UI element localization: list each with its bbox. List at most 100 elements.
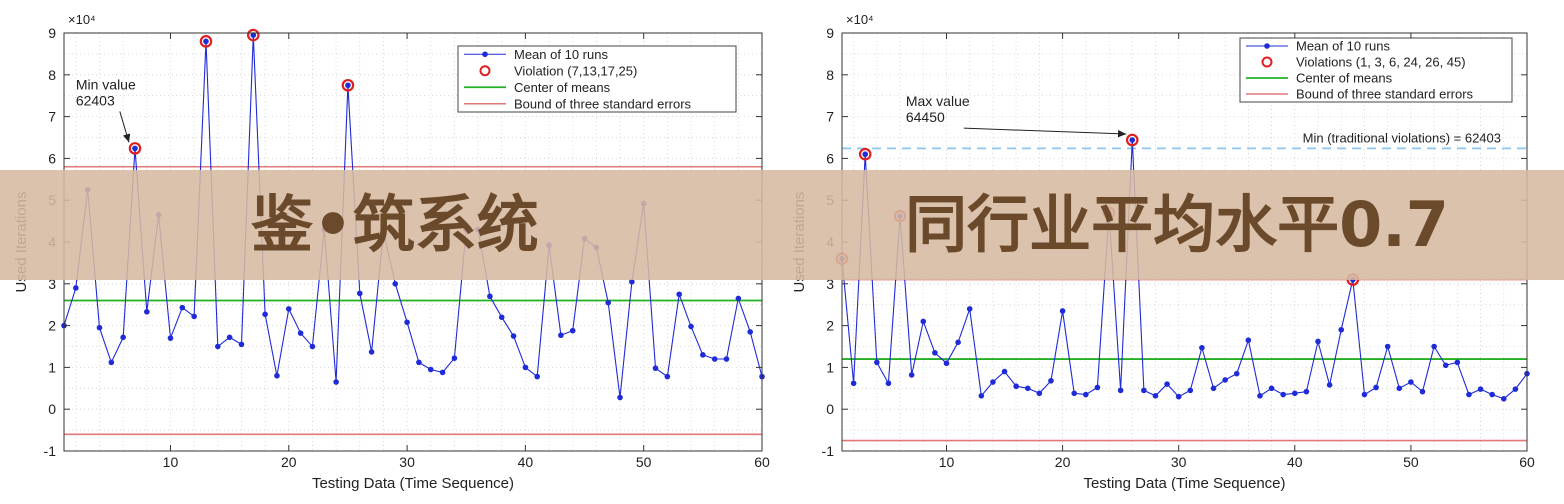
x-tick-label: 10: [939, 454, 955, 470]
legend-entry: Violations (1, 3, 6, 24, 26, 45): [1296, 55, 1466, 70]
y-tick-label: 2: [48, 318, 56, 334]
legend-swatch-marker: [1264, 43, 1270, 49]
data-point: [297, 330, 304, 336]
data-point: [1152, 393, 1159, 399]
data-point: [108, 359, 115, 366]
y-tick-label: 3: [48, 276, 56, 292]
data-point: [522, 364, 529, 371]
data-point: [451, 355, 458, 362]
data-point: [250, 32, 257, 38]
data-point: [416, 359, 422, 366]
data-point: [238, 341, 245, 348]
data-point: [943, 360, 950, 367]
data-point: [1466, 391, 1472, 398]
data-point: [966, 306, 973, 312]
annotation-text: 62403: [76, 92, 115, 108]
y-tick-label: 9: [826, 25, 834, 41]
violation-circle: [1125, 133, 1139, 147]
right-overlay-banner: [790, 170, 1564, 280]
y-tick-label: 7: [48, 109, 56, 125]
data-point: [1059, 308, 1066, 314]
data-point: [404, 319, 410, 326]
data-point: [723, 356, 730, 362]
y-tick-label: 2: [826, 318, 834, 334]
data-point: [1373, 384, 1379, 391]
data-point: [368, 349, 375, 355]
data-point: [534, 373, 541, 380]
data-point: [120, 334, 126, 341]
y-tick-label: 1: [826, 359, 834, 375]
data-point: [1477, 386, 1484, 392]
legend-entry: Bound of three standard errors: [514, 96, 692, 111]
data-point: [1303, 388, 1310, 395]
data-point: [274, 372, 280, 379]
data-point: [978, 393, 985, 399]
data-point: [605, 299, 612, 306]
data-point: [700, 352, 706, 358]
data-point: [1036, 390, 1043, 397]
annotation-arrow-head: [1117, 130, 1127, 138]
data-point: [629, 278, 635, 285]
data-point: [874, 359, 880, 366]
y-tick-label: 8: [48, 67, 56, 83]
data-point: [862, 151, 869, 158]
data-point: [214, 343, 221, 350]
data-point: [1129, 137, 1136, 143]
data-point: [688, 323, 694, 330]
violation-circle: [858, 147, 872, 161]
y-tick-label: 6: [826, 150, 834, 166]
data-point: [932, 349, 938, 356]
data-point: [1512, 386, 1519, 392]
y-tick-label: -1: [822, 443, 835, 459]
annotation-arrow-line: [963, 127, 1127, 135]
data-point: [487, 293, 493, 300]
data-point: [1083, 391, 1089, 398]
y-tick-label: 0: [48, 401, 56, 417]
legend-entry: Bound of three standard errors: [1296, 87, 1474, 102]
data-point: [1454, 359, 1461, 366]
data-point: [664, 373, 671, 380]
data-point: [850, 380, 857, 387]
data-point: [1071, 390, 1078, 397]
data-point: [955, 339, 961, 346]
data-point: [1326, 382, 1333, 388]
data-point: [1431, 343, 1437, 350]
data-point: [1233, 370, 1240, 377]
data-point: [144, 309, 150, 315]
data-point: [747, 329, 753, 335]
data-point: [558, 332, 564, 339]
data-point: [356, 290, 363, 297]
violation-circle: [128, 142, 142, 155]
data-point: [132, 145, 138, 152]
legend-entry: Mean of 10 runs: [514, 47, 608, 62]
annotation-text: 64450: [906, 109, 945, 125]
annotation-text: Min value: [76, 76, 136, 92]
right-overlay-text: 同行业平均水平0.7: [905, 188, 1449, 261]
data-point: [285, 306, 292, 312]
data-point: [179, 304, 186, 311]
data-point: [1001, 368, 1008, 375]
data-point: [1500, 395, 1507, 402]
legend-swatch-violation: [1261, 56, 1273, 68]
data-point: [191, 313, 197, 320]
data-point: [427, 366, 434, 373]
data-point: [1384, 343, 1391, 350]
data-point: [1291, 390, 1298, 397]
violation-circle: [246, 28, 260, 42]
data-point: [1257, 393, 1263, 399]
data-point: [439, 369, 446, 376]
x-tick-label: 20: [1055, 454, 1071, 470]
data-point: [1141, 387, 1147, 394]
annotation-arrow-head: [123, 133, 131, 143]
left-overlay-text: 鉴•筑系统: [251, 188, 539, 261]
data-point: [1396, 385, 1403, 392]
x-tick-label: 50: [1403, 454, 1419, 470]
x-axis-label: Testing Data (Time Sequence): [312, 475, 514, 492]
left-overlay-banner: [0, 170, 790, 280]
data-point: [498, 314, 505, 321]
exponent-label: ×10⁴: [68, 12, 96, 27]
data-point: [885, 380, 892, 387]
data-point: [1442, 362, 1449, 369]
